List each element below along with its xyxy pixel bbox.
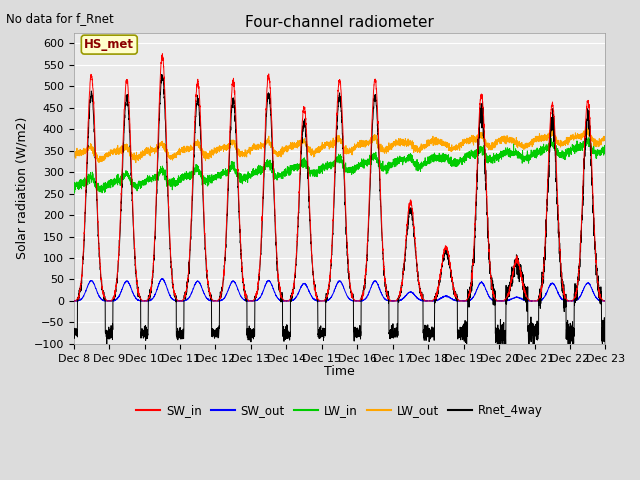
Y-axis label: Solar radiation (W/m2): Solar radiation (W/m2) — [15, 117, 28, 259]
X-axis label: Time: Time — [324, 365, 355, 378]
Text: HS_met: HS_met — [84, 38, 134, 51]
Legend: SW_in, SW_out, LW_in, LW_out, Rnet_4way: SW_in, SW_out, LW_in, LW_out, Rnet_4way — [132, 400, 547, 422]
Title: Four-channel radiometer: Four-channel radiometer — [245, 15, 434, 30]
Text: No data for f_Rnet: No data for f_Rnet — [6, 12, 114, 25]
